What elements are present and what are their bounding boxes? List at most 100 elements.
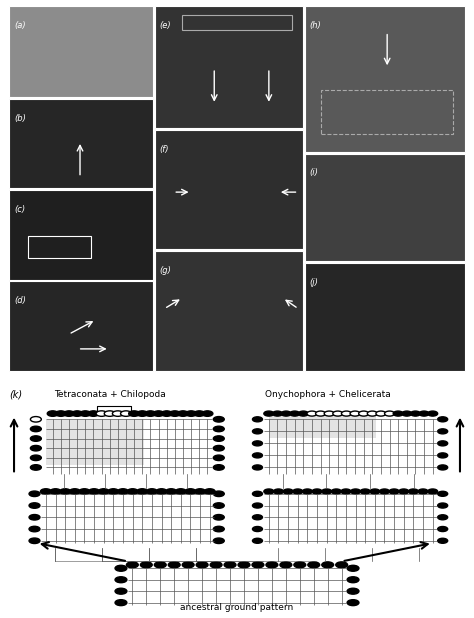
Circle shape	[108, 489, 119, 494]
Circle shape	[438, 527, 447, 531]
Circle shape	[376, 411, 386, 416]
Circle shape	[55, 411, 66, 417]
Circle shape	[331, 489, 341, 494]
Circle shape	[298, 411, 309, 416]
Circle shape	[127, 562, 138, 568]
Circle shape	[273, 489, 283, 494]
Circle shape	[438, 538, 447, 543]
FancyBboxPatch shape	[155, 130, 303, 250]
Circle shape	[168, 562, 180, 568]
Circle shape	[69, 489, 80, 494]
Circle shape	[322, 562, 334, 568]
Circle shape	[438, 429, 447, 434]
Circle shape	[29, 538, 40, 543]
Circle shape	[307, 411, 317, 416]
Circle shape	[50, 489, 61, 494]
Circle shape	[281, 411, 291, 416]
Text: (f): (f)	[160, 145, 169, 154]
Circle shape	[115, 565, 127, 571]
Circle shape	[166, 489, 177, 494]
Circle shape	[145, 411, 156, 417]
FancyBboxPatch shape	[305, 6, 465, 152]
Circle shape	[438, 465, 447, 470]
Circle shape	[253, 465, 263, 470]
Circle shape	[29, 491, 40, 496]
Text: Tetraconata + Chilopoda: Tetraconata + Chilopoda	[54, 389, 165, 399]
Circle shape	[98, 489, 109, 494]
Circle shape	[137, 489, 148, 494]
Circle shape	[178, 411, 189, 417]
Circle shape	[402, 411, 412, 416]
Circle shape	[253, 538, 263, 543]
Circle shape	[29, 503, 40, 508]
Circle shape	[104, 411, 115, 417]
Circle shape	[96, 411, 107, 417]
Circle shape	[253, 441, 263, 446]
Circle shape	[264, 411, 274, 416]
Circle shape	[316, 411, 326, 416]
Text: ancestral ground pattern: ancestral ground pattern	[181, 603, 293, 612]
Circle shape	[47, 411, 58, 417]
Circle shape	[252, 562, 264, 568]
Circle shape	[169, 411, 180, 417]
Circle shape	[333, 411, 343, 416]
FancyBboxPatch shape	[46, 420, 144, 465]
Circle shape	[146, 489, 157, 494]
Circle shape	[155, 562, 166, 568]
Circle shape	[266, 562, 278, 568]
Circle shape	[115, 588, 127, 594]
Circle shape	[341, 489, 351, 494]
Circle shape	[30, 465, 41, 470]
FancyBboxPatch shape	[9, 190, 153, 279]
Text: (h): (h)	[310, 21, 321, 30]
FancyBboxPatch shape	[305, 263, 465, 371]
Circle shape	[253, 527, 263, 531]
Text: (a): (a)	[14, 21, 26, 30]
FancyBboxPatch shape	[9, 99, 153, 188]
Circle shape	[302, 489, 312, 494]
Circle shape	[213, 426, 224, 432]
Circle shape	[428, 411, 438, 416]
Text: (d): (d)	[14, 296, 26, 305]
Circle shape	[308, 562, 319, 568]
Circle shape	[399, 489, 409, 494]
Circle shape	[350, 411, 360, 416]
Text: (b): (b)	[14, 114, 26, 123]
Circle shape	[380, 489, 390, 494]
Circle shape	[294, 562, 306, 568]
Circle shape	[185, 489, 196, 494]
FancyBboxPatch shape	[9, 6, 153, 97]
Circle shape	[213, 515, 224, 520]
Circle shape	[112, 411, 123, 417]
Circle shape	[30, 455, 41, 460]
Circle shape	[238, 562, 250, 568]
Circle shape	[359, 411, 369, 416]
FancyBboxPatch shape	[155, 251, 303, 371]
Circle shape	[393, 411, 403, 416]
Circle shape	[120, 411, 131, 417]
Circle shape	[264, 489, 274, 494]
Circle shape	[438, 503, 447, 508]
Text: (g): (g)	[160, 266, 172, 275]
Text: (k): (k)	[9, 389, 23, 399]
Circle shape	[115, 599, 127, 606]
Circle shape	[30, 436, 41, 441]
Circle shape	[137, 411, 148, 417]
Circle shape	[419, 411, 429, 416]
Text: (i): (i)	[310, 169, 319, 177]
Circle shape	[89, 489, 100, 494]
Circle shape	[347, 565, 359, 571]
Circle shape	[213, 527, 224, 531]
Circle shape	[72, 411, 82, 417]
Circle shape	[351, 489, 361, 494]
Circle shape	[29, 515, 40, 520]
Circle shape	[175, 489, 186, 494]
Text: (j): (j)	[310, 278, 319, 287]
Circle shape	[79, 489, 90, 494]
FancyBboxPatch shape	[269, 415, 376, 438]
Circle shape	[128, 411, 140, 417]
Circle shape	[196, 562, 208, 568]
FancyBboxPatch shape	[305, 154, 465, 261]
Circle shape	[253, 491, 263, 496]
Circle shape	[253, 503, 263, 508]
